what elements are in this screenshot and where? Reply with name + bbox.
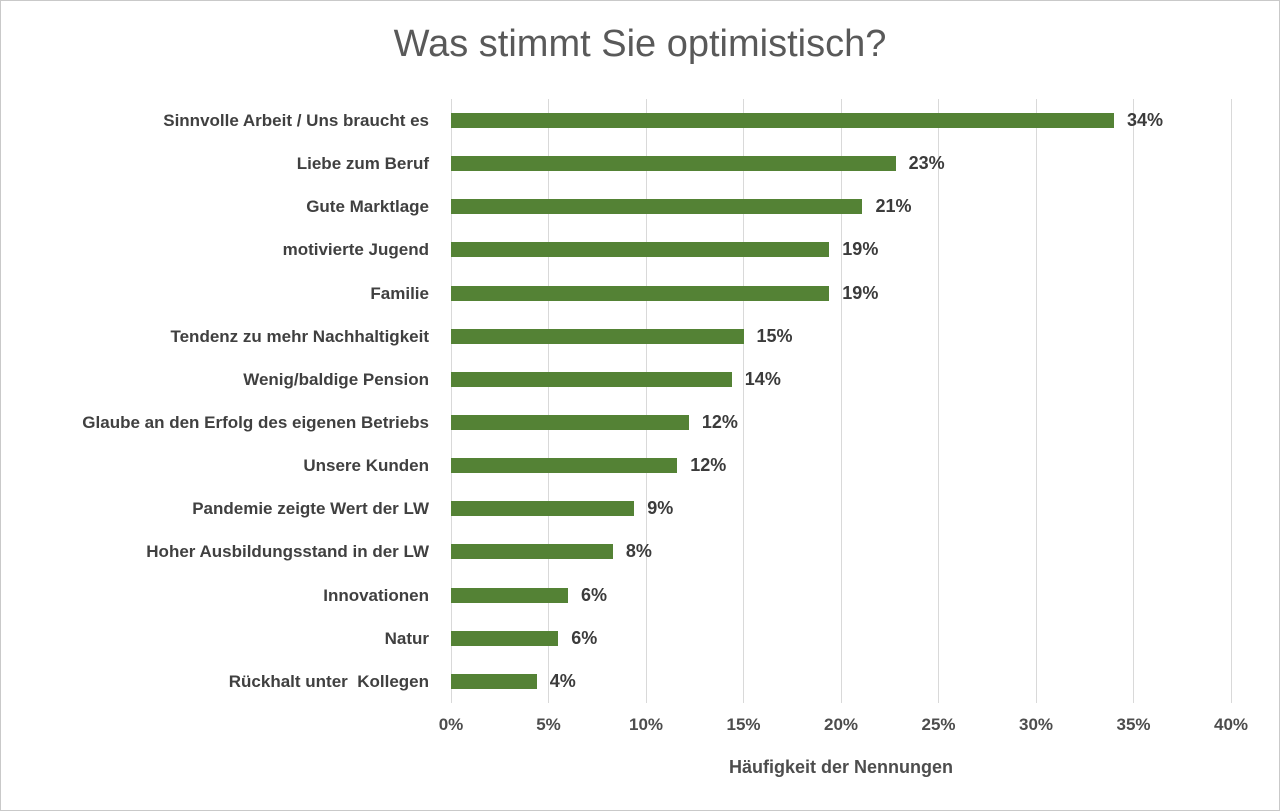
bar xyxy=(451,242,830,258)
bar xyxy=(451,587,568,603)
data-label: 9% xyxy=(647,498,674,519)
x-tick-label: 15% xyxy=(726,715,761,734)
chart-row: Tendenz zu mehr Nachhaltigkeit 15% xyxy=(1,315,1279,358)
x-tick-label: 30% xyxy=(1018,715,1054,734)
gridline xyxy=(548,99,549,703)
data-label: 34% xyxy=(1127,110,1164,130)
x-tick-label: 35% xyxy=(1116,715,1151,734)
bar xyxy=(451,199,863,215)
gridline xyxy=(938,99,939,703)
gridline xyxy=(840,99,842,703)
category-label: Glaube an den Erfolg des eigenen Betrieb… xyxy=(82,413,429,432)
x-tick-label: 10% xyxy=(628,715,664,734)
chart-row: Unsere Kunden 12% xyxy=(1,444,1279,487)
chart-row: Gute Marktlage 21% xyxy=(1,185,1279,228)
bar xyxy=(451,458,678,474)
data-label: 6% xyxy=(571,627,598,648)
data-label: 6% xyxy=(581,584,608,605)
category-label: Wenig/baldige Pension xyxy=(243,369,429,389)
bar xyxy=(451,113,1114,129)
category-label: Innovationen xyxy=(323,585,429,605)
bar xyxy=(451,371,732,387)
bar xyxy=(451,630,559,646)
bar xyxy=(451,285,830,301)
chart-row: Rückhalt unter Kollegen 4% xyxy=(1,660,1279,703)
data-label: 15% xyxy=(756,325,793,346)
data-label: 12% xyxy=(690,455,727,476)
chart-row: Familie 19% xyxy=(1,272,1279,315)
category-label: motivierte Jugend xyxy=(282,240,429,260)
chart-row: Natur 6% xyxy=(1,617,1279,660)
chart-title: Was stimmt Sie optimistisch? xyxy=(393,23,887,65)
data-label: 23% xyxy=(908,153,945,174)
gridline xyxy=(1230,99,1232,703)
chart-row: Innovationen 6% xyxy=(1,574,1279,617)
category-label: Sinnvolle Arbeit / Uns braucht es xyxy=(163,111,429,130)
x-axis-title: Häufigkeit der Nennungen xyxy=(728,757,953,777)
bar xyxy=(451,673,537,689)
bar xyxy=(451,156,896,172)
category-label: Gute Marktlage xyxy=(306,197,429,217)
gridline xyxy=(1035,99,1037,703)
gridline xyxy=(450,99,452,703)
chart-row: Pandemie zeigte Wert der LW 9% xyxy=(1,487,1279,530)
category-label: Natur xyxy=(384,628,429,648)
data-label: 8% xyxy=(625,541,652,562)
category-label: Pandemie zeigte Wert der LW xyxy=(192,499,429,519)
gridline xyxy=(743,99,744,703)
x-tick-label: 25% xyxy=(921,715,956,734)
data-label: 4% xyxy=(549,670,576,691)
category-label: Liebe zum Beruf xyxy=(296,154,429,174)
data-label: 19% xyxy=(842,239,879,260)
x-tick-label: 0% xyxy=(438,715,464,734)
chart-row: Hoher Ausbildungsstand in der LW 8% xyxy=(1,530,1279,573)
category-label: Tendenz zu mehr Nachhaltigkeit xyxy=(170,326,429,346)
data-label: 19% xyxy=(842,282,879,303)
data-label: 21% xyxy=(875,196,912,217)
x-tick-label: 20% xyxy=(823,715,859,734)
chart-row: Sinnvolle Arbeit / Uns braucht es 34% xyxy=(1,99,1279,142)
bar xyxy=(451,328,744,344)
chart-row: Liebe zum Beruf 23% xyxy=(1,142,1279,185)
category-label: Familie xyxy=(370,283,429,303)
chart-row: Glaube an den Erfolg des eigenen Betrieb… xyxy=(1,401,1279,444)
data-label: 12% xyxy=(701,412,738,432)
category-label: Unsere Kunden xyxy=(303,456,429,476)
gridline xyxy=(645,99,647,703)
bar xyxy=(451,544,613,560)
chart-row: motivierte Jugend 19% xyxy=(1,228,1279,271)
x-tick-label: 40% xyxy=(1213,715,1249,734)
bar xyxy=(451,415,689,431)
category-label: Hoher Ausbildungsstand in der LW xyxy=(146,542,429,562)
gridline xyxy=(1133,99,1134,703)
category-label: Rückhalt unter Kollegen xyxy=(228,671,429,691)
x-tick-label: 5% xyxy=(536,715,561,734)
chart-row: Wenig/baldige Pension 14% xyxy=(1,358,1279,401)
data-label: 14% xyxy=(744,368,781,389)
bar xyxy=(451,501,635,517)
